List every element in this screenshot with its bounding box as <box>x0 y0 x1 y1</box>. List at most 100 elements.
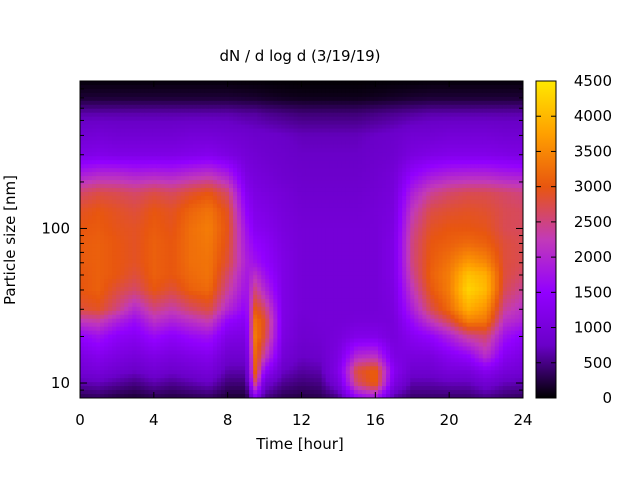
heatmap-cell <box>100 144 105 149</box>
heatmap-cell <box>470 207 476 213</box>
heatmap-cell <box>148 160 154 165</box>
heatmap-cell <box>257 116 262 122</box>
heatmap-cell <box>293 239 299 245</box>
heatmap-cell <box>245 136 250 142</box>
heatmap-cell <box>204 96 210 102</box>
heatmap-cell <box>317 104 323 110</box>
heatmap-cell <box>470 81 476 86</box>
heatmap-cell <box>506 243 512 249</box>
heatmap-cell <box>466 116 472 122</box>
heatmap-cell <box>337 235 343 241</box>
heatmap-cell <box>390 195 395 201</box>
heatmap-cell <box>188 207 194 213</box>
heatmap-cell <box>257 223 262 229</box>
heatmap-cell <box>212 207 218 213</box>
heatmap-cell <box>394 108 399 114</box>
heatmap-cell <box>466 104 472 110</box>
heatmap-cell <box>136 132 142 138</box>
heatmap-cell <box>514 104 520 110</box>
heatmap-cell <box>470 191 476 197</box>
heatmap-cell <box>208 100 214 106</box>
heatmap-cell <box>474 211 480 217</box>
heatmap-cell <box>277 132 282 138</box>
heatmap-cell <box>172 176 178 181</box>
heatmap-cell <box>341 187 347 193</box>
heatmap-cell <box>108 191 113 197</box>
heatmap-cell <box>249 195 254 201</box>
heatmap-cell <box>406 180 411 185</box>
heatmap-cell <box>281 136 286 142</box>
heatmap-cell <box>345 227 351 233</box>
heatmap-cell <box>506 124 512 130</box>
heatmap-cell <box>156 100 162 106</box>
heatmap-cell <box>329 199 335 205</box>
heatmap-cell <box>212 128 218 134</box>
heatmap-cell <box>341 251 347 256</box>
heatmap-cell <box>466 227 472 233</box>
heatmap-cell <box>112 227 117 233</box>
heatmap-cell <box>192 108 198 114</box>
heatmap-cell <box>305 195 311 201</box>
heatmap-cell <box>220 195 226 201</box>
heatmap-cell <box>156 227 162 233</box>
heatmap-cell <box>373 184 379 189</box>
heatmap-cell <box>325 84 331 90</box>
heatmap-cell <box>200 259 206 264</box>
heatmap-cell <box>414 195 419 201</box>
heatmap-cell <box>96 104 101 110</box>
heatmap-cell <box>116 104 121 110</box>
heatmap-cell <box>438 191 444 197</box>
heatmap-cell <box>261 88 266 94</box>
heatmap-cell <box>285 144 291 149</box>
heatmap-cell <box>482 211 488 217</box>
heatmap-cell <box>345 100 351 106</box>
heatmap-cell <box>373 108 379 114</box>
heatmap-cell <box>200 140 206 145</box>
heatmap-cell <box>301 148 307 153</box>
heatmap-cell <box>369 215 375 221</box>
heatmap-cell <box>365 227 371 233</box>
heatmap-cell <box>136 81 142 86</box>
heatmap-cell <box>224 235 230 241</box>
heatmap-cell <box>184 191 190 197</box>
heatmap-cell <box>510 215 516 221</box>
heatmap-cell <box>132 235 137 241</box>
heatmap-cell <box>386 140 391 145</box>
heatmap-cell <box>329 132 335 138</box>
heatmap-cell <box>273 231 278 237</box>
heatmap-cell <box>466 172 472 177</box>
heatmap-cell <box>454 191 460 197</box>
heatmap-cell <box>361 187 367 193</box>
heatmap-cell <box>333 235 339 241</box>
heatmap-cell <box>373 116 379 122</box>
heatmap-cell <box>289 152 295 157</box>
heatmap-cell <box>241 148 246 153</box>
heatmap-cell <box>293 251 299 256</box>
heatmap-cell <box>184 227 190 233</box>
heatmap-cell <box>353 203 359 209</box>
heatmap-cell <box>422 211 427 217</box>
heatmap-cell <box>253 235 258 241</box>
heatmap-cell <box>245 148 250 153</box>
heatmap-cell <box>490 215 496 221</box>
heatmap-cell <box>140 243 146 249</box>
heatmap-cell <box>494 124 500 130</box>
heatmap-cell <box>373 164 379 169</box>
heatmap-cell <box>108 187 113 193</box>
heatmap-cell <box>212 247 218 252</box>
heatmap-cell <box>430 140 435 145</box>
heatmap-cell <box>482 136 488 142</box>
heatmap-cell <box>418 184 423 189</box>
heatmap-cell <box>422 207 427 213</box>
heatmap-cell <box>224 211 230 217</box>
heatmap-cell <box>333 195 339 201</box>
heatmap-cell <box>506 136 512 142</box>
heatmap-cell <box>398 88 403 94</box>
heatmap-cell <box>386 160 391 165</box>
heatmap-cell <box>454 96 460 102</box>
heatmap-cell <box>265 81 270 86</box>
heatmap-cell <box>168 203 174 209</box>
heatmap-cell <box>196 152 202 157</box>
heatmap-cell <box>345 187 351 193</box>
heatmap-cell <box>317 187 323 193</box>
